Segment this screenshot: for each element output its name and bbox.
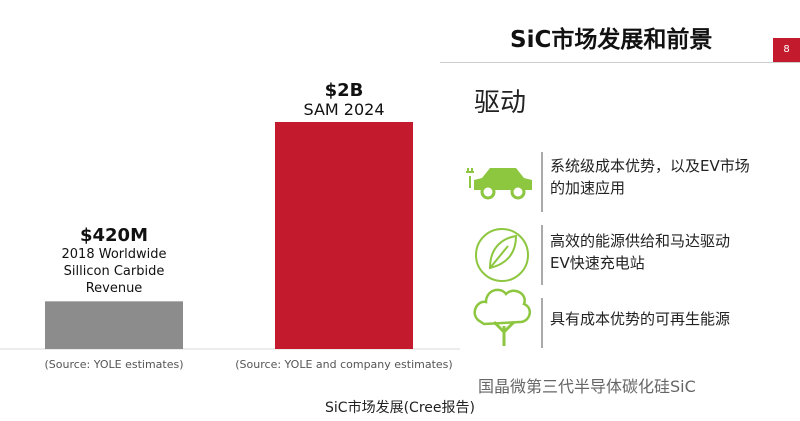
- drivers-heading: 驱动: [474, 88, 527, 118]
- source-label: (Source: YOLE and company estimates): [235, 358, 453, 371]
- driver-item: 系统级成本优势，以及EV市场 的加速应用: [550, 155, 750, 199]
- bar: [45, 301, 183, 349]
- divider: [541, 152, 543, 212]
- driver-item: 具有成本优势的可再生能源: [550, 308, 730, 330]
- item-text: EV快速充电站: [550, 254, 645, 272]
- icons: [466, 168, 532, 346]
- item-text: 系统级成本优势，以及EV市场: [550, 157, 750, 175]
- page-number: 8: [773, 38, 800, 62]
- watermark: 国晶微第三代半导体碳化硅SiC: [478, 377, 696, 396]
- divider: [541, 298, 543, 348]
- value-label: $2B: [324, 80, 364, 101]
- chart: [0, 122, 460, 350]
- bar-label: $2B SAM 2024: [264, 80, 424, 118]
- bar: [275, 122, 413, 349]
- title-rule: [440, 62, 800, 63]
- driver-item: 高效的能源供给和马达驱动 EV快速充电站: [550, 230, 730, 274]
- item-text: 高效的能源供给和马达驱动: [550, 232, 731, 250]
- item-text: 的加速应用: [550, 179, 626, 197]
- divider: [541, 225, 543, 285]
- bar-label: $420M 2018 Worldwide Sillicon Carbide Rev…: [34, 225, 194, 297]
- value-label: $420M: [79, 225, 148, 247]
- category-label: 2018 Worldwide Sillicon Carbide Revenue: [61, 247, 167, 297]
- slide-title: SiC市场发展和前景: [510, 27, 713, 53]
- caption: SiC市场发展(Cree报告): [325, 400, 475, 416]
- source-label: (Source: YOLE estimates): [44, 358, 184, 371]
- category-label: SAM 2024: [303, 100, 385, 119]
- item-text: 具有成本优势的可再生能源: [550, 310, 731, 328]
